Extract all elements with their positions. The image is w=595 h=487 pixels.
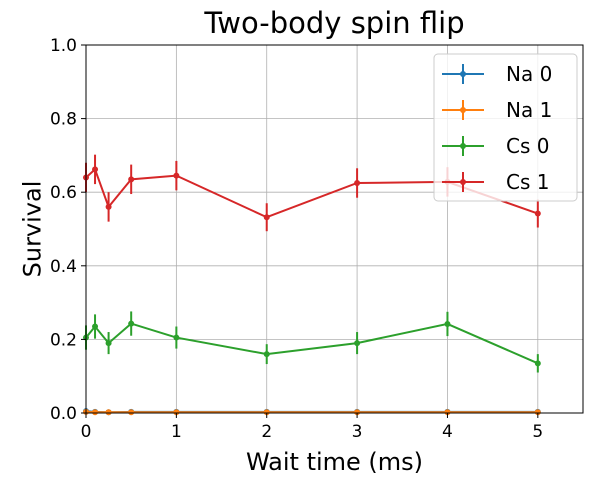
data-point xyxy=(128,176,135,183)
data-point xyxy=(105,203,112,210)
x-tick-label: 0 xyxy=(81,422,92,442)
data-point xyxy=(354,409,361,416)
x-tick-label: 4 xyxy=(442,422,453,442)
data-point xyxy=(92,409,99,416)
data-point xyxy=(173,409,180,416)
legend-marker xyxy=(460,143,466,149)
chart-title: Two-body spin flip xyxy=(203,6,464,40)
data-point xyxy=(92,323,99,330)
data-point xyxy=(263,214,270,221)
legend-item: Na 1 xyxy=(442,98,552,122)
x-tick-label: 5 xyxy=(532,422,543,442)
series-cs-0 xyxy=(83,311,541,373)
x-axis-title: Wait time (ms) xyxy=(246,448,423,476)
x-tick-label: 2 xyxy=(261,422,272,442)
data-point xyxy=(173,172,180,179)
data-point xyxy=(128,320,135,327)
data-point xyxy=(444,320,451,327)
legend-label: Na 1 xyxy=(506,98,552,122)
x-axis: 0 1 2 3 4 5 xyxy=(81,413,543,442)
legend-label: Cs 1 xyxy=(506,170,549,194)
data-point xyxy=(128,409,135,416)
y-tick-label: 0.4 xyxy=(50,257,77,277)
series-na-1 xyxy=(83,408,541,416)
legend-marker xyxy=(460,71,466,77)
legend-item: Na 0 xyxy=(442,62,552,86)
x-tick-label: 1 xyxy=(171,422,182,442)
data-point xyxy=(105,340,112,347)
data-point xyxy=(263,409,270,416)
data-point xyxy=(354,180,361,186)
y-tick-label: 0.8 xyxy=(50,110,77,130)
legend-item: Cs 1 xyxy=(442,170,549,194)
data-point xyxy=(534,409,541,416)
data-point xyxy=(173,334,180,341)
data-point xyxy=(105,409,112,416)
y-tick-label: 0.6 xyxy=(50,183,77,203)
legend-item: Cs 0 xyxy=(442,134,549,158)
y-tick-label: 1.0 xyxy=(50,36,77,56)
data-point xyxy=(92,166,99,173)
x-tick-label: 3 xyxy=(352,422,363,442)
data-point xyxy=(534,210,541,217)
plot-frame xyxy=(85,44,584,414)
legend-label: Na 0 xyxy=(506,62,552,86)
data-point xyxy=(534,360,541,367)
y-tick-label: 0.2 xyxy=(50,330,77,350)
legend-label: Cs 0 xyxy=(506,134,549,158)
legend: Na 0 Na 1 Cs 0 Cs 1 xyxy=(433,53,578,202)
y-tick-label: 0.0 xyxy=(50,404,77,424)
legend-box xyxy=(433,53,578,202)
series-line xyxy=(85,322,539,365)
y-axis-title: Survival xyxy=(18,181,46,278)
y-axis: 0.0 0.2 0.4 0.6 0.8 1.0 xyxy=(50,36,86,424)
data-point xyxy=(444,409,451,416)
series-group xyxy=(83,154,541,416)
legend-marker xyxy=(460,179,466,185)
data-point xyxy=(263,351,270,358)
data-point xyxy=(354,340,361,347)
legend-marker xyxy=(460,107,466,113)
